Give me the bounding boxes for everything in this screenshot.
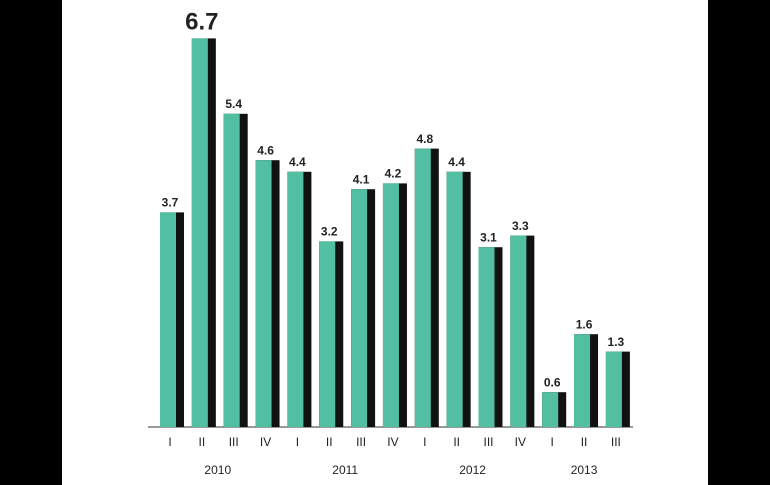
x-tick-label: IV — [515, 435, 526, 449]
bar — [446, 171, 471, 427]
x-group-label: 2012 — [459, 463, 486, 477]
bar — [223, 113, 248, 428]
bar — [287, 171, 312, 427]
bar — [160, 212, 184, 427]
x-tick-label: II — [326, 435, 333, 449]
value-label: 5.4 — [225, 97, 242, 111]
bar — [351, 189, 376, 427]
bar — [414, 148, 439, 427]
bar — [478, 247, 503, 427]
x-tick-label: II — [581, 435, 588, 449]
x-tick-label: I — [168, 435, 171, 449]
bar — [605, 351, 630, 427]
x-tick-label: III — [356, 435, 366, 449]
bar — [542, 392, 567, 427]
bar-face — [382, 183, 399, 427]
bar-face — [351, 189, 368, 427]
bar-face — [542, 392, 559, 427]
x-tick-label: IV — [387, 435, 398, 449]
bar-face — [605, 351, 622, 427]
bar-face — [255, 160, 272, 427]
bar — [382, 183, 407, 427]
bar-face — [287, 171, 304, 427]
bar — [319, 241, 344, 427]
x-tick-label: II — [453, 435, 460, 449]
value-label: 6.7 — [185, 9, 218, 36]
value-label: 4.8 — [416, 132, 433, 146]
x-group-label: 2010 — [204, 463, 231, 477]
bar-face — [319, 241, 336, 427]
value-label: 0.6 — [544, 375, 561, 389]
bar-face — [574, 334, 591, 427]
bar-face — [478, 247, 495, 427]
x-tick-label: III — [483, 435, 493, 449]
value-label: 4.4 — [289, 155, 306, 169]
bar — [574, 334, 599, 427]
value-label: 4.2 — [385, 167, 402, 181]
bar-face — [191, 38, 208, 428]
value-label: 1.3 — [608, 335, 625, 349]
x-tick-label: I — [423, 435, 426, 449]
x-tick-label: I — [296, 435, 299, 449]
bar-face — [446, 171, 463, 427]
bar-face — [223, 113, 240, 428]
x-tick-label: III — [611, 435, 621, 449]
x-tick-label: II — [199, 435, 206, 449]
value-label: 4.4 — [448, 155, 465, 169]
value-label: 4.6 — [257, 143, 274, 157]
x-tick-label: IV — [260, 435, 271, 449]
bar-face — [414, 148, 431, 427]
bar — [255, 160, 280, 427]
value-label: 3.1 — [480, 230, 497, 244]
x-tick-label: I — [551, 435, 554, 449]
value-label: 4.1 — [353, 172, 370, 186]
x-group-label: 2013 — [571, 463, 598, 477]
value-label: 3.2 — [321, 225, 338, 239]
x-group-label: 2011 — [332, 463, 358, 477]
bar — [191, 38, 216, 428]
value-label: 3.3 — [512, 219, 529, 233]
bar-face — [160, 212, 176, 427]
bar — [510, 235, 535, 427]
value-label: 3.7 — [162, 196, 179, 210]
value-label: 1.6 — [576, 317, 593, 331]
x-tick-label: III — [229, 435, 239, 449]
bar-face — [510, 235, 527, 427]
